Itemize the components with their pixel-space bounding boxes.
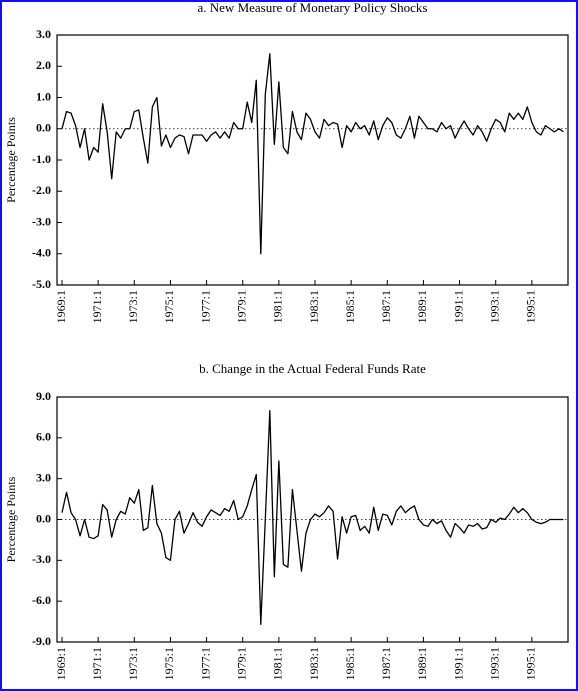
x-tick-label: 1991:1 bbox=[451, 290, 465, 323]
y-axis-label: Percentage Points bbox=[4, 476, 18, 562]
y-axis-label: Percentage Points bbox=[4, 117, 18, 203]
x-tick-label: 1983:1 bbox=[307, 290, 321, 323]
data-line bbox=[61, 409, 564, 625]
data-line bbox=[61, 53, 564, 255]
x-tick-label: 1973:1 bbox=[126, 290, 140, 323]
y-tick-label: 9.0 bbox=[36, 389, 51, 403]
x-tick-label: 1993:1 bbox=[487, 290, 501, 323]
x-tick-label: 1991:1 bbox=[451, 647, 465, 680]
x-tick-label: 1973:1 bbox=[126, 647, 140, 680]
y-tick-label: 0.0 bbox=[36, 121, 51, 135]
x-tick-label: 1969:1 bbox=[54, 647, 68, 680]
x-tick-label: 1993:1 bbox=[487, 647, 501, 680]
x-tick-label: 1985:1 bbox=[343, 647, 357, 680]
x-tick-label: 1983:1 bbox=[307, 647, 321, 680]
y-tick-label: -1.0 bbox=[32, 152, 51, 166]
y-tick-label: -3.0 bbox=[32, 552, 51, 566]
chart-title: b. Change in the Actual Federal Funds Ra… bbox=[199, 361, 426, 376]
y-tick-label: 0.0 bbox=[36, 511, 51, 525]
x-tick-label: 1987:1 bbox=[379, 647, 393, 680]
y-tick-label: 6.0 bbox=[36, 430, 51, 444]
y-tick-label: -2.0 bbox=[32, 183, 51, 197]
y-tick-label: -3.0 bbox=[32, 214, 51, 228]
x-tick-label: 1975:1 bbox=[162, 647, 176, 680]
x-tick-label: 1969:1 bbox=[54, 290, 68, 323]
y-tick-label: -9.0 bbox=[32, 634, 51, 648]
x-tick-label: 1971:1 bbox=[90, 647, 104, 680]
y-tick-label: 1.0 bbox=[36, 89, 51, 103]
x-tick-label: 1979:1 bbox=[234, 647, 248, 680]
x-tick-label: 1995:1 bbox=[524, 290, 538, 323]
y-tick-label: -6.0 bbox=[32, 593, 51, 607]
x-tick-label: 1985:1 bbox=[343, 290, 357, 323]
x-tick-label: 1977:1 bbox=[198, 647, 212, 680]
x-tick-label: 1971:1 bbox=[90, 290, 104, 323]
x-tick-label: 1989:1 bbox=[415, 647, 429, 680]
x-tick-label: 1981:1 bbox=[271, 647, 285, 680]
chart-title: a. New Measure of Monetary Policy Shocks bbox=[198, 0, 428, 15]
x-tick-label: 1977:1 bbox=[198, 290, 212, 323]
x-tick-label: 1981:1 bbox=[271, 290, 285, 323]
x-tick-label: 1975:1 bbox=[162, 290, 176, 323]
x-tick-label: 1987:1 bbox=[379, 290, 393, 323]
y-tick-label: -4.0 bbox=[32, 246, 51, 260]
y-tick-label: 3.0 bbox=[36, 27, 51, 41]
y-tick-label: 3.0 bbox=[36, 470, 51, 484]
x-tick-label: 1989:1 bbox=[415, 290, 429, 323]
x-tick-label: 1995:1 bbox=[524, 647, 538, 680]
y-tick-label: 2.0 bbox=[36, 58, 51, 72]
y-tick-label: -5.0 bbox=[32, 277, 51, 291]
x-tick-label: 1979:1 bbox=[234, 290, 248, 323]
